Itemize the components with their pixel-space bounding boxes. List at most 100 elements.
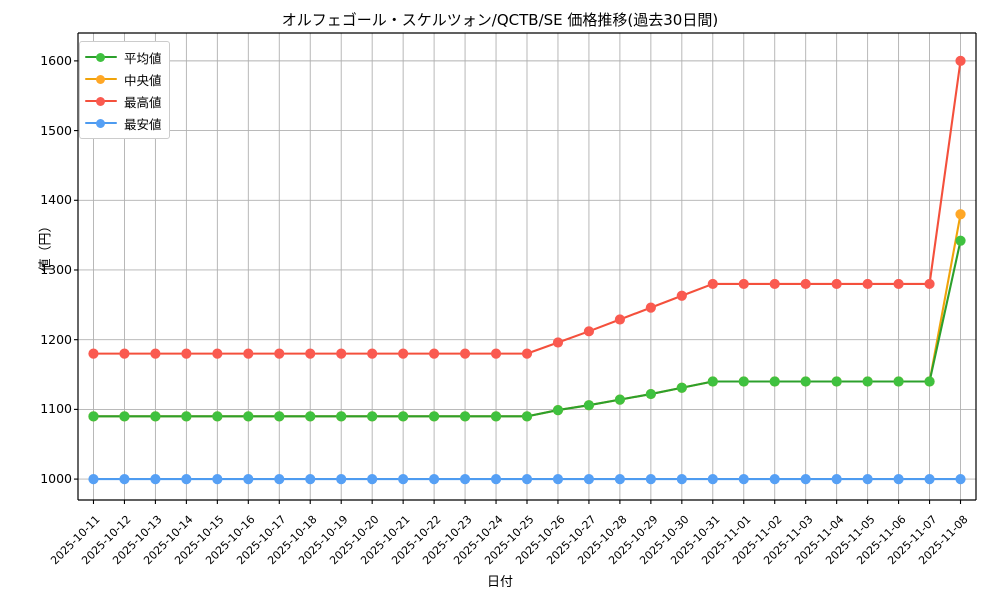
y-tick-label: 1100 bbox=[40, 401, 72, 417]
data-point bbox=[552, 404, 564, 416]
data-series-group bbox=[88, 55, 966, 485]
data-point bbox=[614, 314, 626, 325]
tick-marks bbox=[74, 60, 962, 504]
chart-title: オルフェゴール・スケルツォン/QCTB/SE 価格推移(過去30日間) bbox=[281, 11, 719, 29]
data-point bbox=[955, 235, 966, 246]
data-point bbox=[181, 411, 192, 422]
data-point bbox=[521, 411, 533, 422]
legend-item-2: 中央値 bbox=[85, 68, 162, 90]
data-point bbox=[893, 376, 904, 387]
series-line bbox=[88, 55, 966, 359]
data-point bbox=[552, 337, 564, 348]
data-point bbox=[614, 473, 626, 485]
data-point bbox=[831, 473, 842, 485]
data-point bbox=[243, 348, 254, 359]
data-point bbox=[552, 473, 564, 485]
legend-item-1: 平均値 bbox=[85, 46, 162, 68]
data-point bbox=[367, 473, 378, 485]
data-point bbox=[862, 376, 873, 387]
data-point bbox=[398, 348, 409, 359]
data-point bbox=[955, 55, 966, 66]
data-point bbox=[336, 348, 347, 359]
data-point bbox=[924, 278, 935, 290]
data-point bbox=[738, 473, 749, 485]
data-point bbox=[119, 411, 130, 422]
data-point bbox=[274, 348, 285, 359]
data-point bbox=[181, 348, 192, 359]
data-point bbox=[212, 348, 223, 359]
data-point bbox=[924, 473, 935, 485]
data-point bbox=[769, 278, 780, 290]
data-point bbox=[212, 411, 223, 422]
data-point bbox=[645, 473, 656, 485]
data-point bbox=[274, 411, 285, 422]
data-point bbox=[181, 473, 192, 485]
data-point bbox=[150, 473, 161, 485]
data-point bbox=[459, 473, 471, 485]
data-point bbox=[367, 411, 378, 422]
legend-label: 最安値 bbox=[124, 116, 162, 132]
data-point bbox=[707, 376, 718, 387]
y-tick-label: 1500 bbox=[40, 122, 72, 138]
y-tick-label: 1300 bbox=[40, 261, 72, 277]
data-point bbox=[862, 278, 873, 290]
y-tick-label: 1200 bbox=[40, 331, 72, 347]
legend-swatch-icon bbox=[85, 50, 117, 64]
legend-swatch-icon bbox=[85, 94, 117, 108]
data-point bbox=[645, 302, 656, 313]
data-point bbox=[490, 411, 502, 422]
data-point bbox=[893, 473, 904, 485]
data-point bbox=[707, 473, 718, 485]
data-point bbox=[831, 376, 842, 387]
data-point bbox=[305, 473, 316, 485]
data-point bbox=[336, 473, 347, 485]
data-point bbox=[800, 473, 811, 485]
data-point bbox=[614, 394, 626, 405]
chart-legend: 平均値中央値最高値最安値 bbox=[79, 41, 170, 139]
data-point bbox=[707, 278, 718, 290]
series-line bbox=[88, 235, 966, 422]
legend-swatch-icon bbox=[85, 72, 117, 86]
data-point bbox=[769, 376, 780, 387]
data-point bbox=[150, 348, 161, 359]
y-tick-label: 1400 bbox=[40, 192, 72, 208]
y-axis-label: 値（円） bbox=[38, 219, 54, 272]
data-point bbox=[583, 326, 595, 337]
y-tick-label: 1600 bbox=[40, 52, 72, 68]
x-axis-label: 日付 bbox=[486, 575, 513, 590]
data-point bbox=[336, 411, 347, 422]
data-point bbox=[274, 473, 285, 485]
data-point bbox=[119, 473, 130, 485]
data-point bbox=[305, 411, 316, 422]
data-point bbox=[119, 348, 130, 359]
data-point bbox=[88, 473, 99, 485]
data-point bbox=[800, 278, 811, 290]
data-point bbox=[490, 473, 502, 485]
legend-label: 最高値 bbox=[124, 94, 162, 110]
data-point bbox=[676, 473, 687, 485]
data-point bbox=[738, 278, 749, 290]
data-point bbox=[831, 278, 842, 290]
data-point bbox=[367, 348, 378, 359]
data-point bbox=[459, 348, 471, 359]
data-point bbox=[243, 411, 254, 422]
data-point bbox=[398, 473, 409, 485]
data-point bbox=[893, 278, 904, 290]
data-point bbox=[398, 411, 409, 422]
data-point bbox=[769, 473, 780, 485]
legend-label: 平均値 bbox=[124, 50, 162, 66]
data-point bbox=[243, 473, 254, 485]
data-point bbox=[676, 290, 687, 301]
data-point bbox=[429, 411, 440, 422]
legend-label: 中央値 bbox=[124, 72, 162, 88]
data-point bbox=[800, 376, 811, 387]
y-tick-label: 1000 bbox=[40, 471, 72, 487]
data-point bbox=[521, 348, 533, 359]
legend-item-4: 最安値 bbox=[85, 112, 162, 134]
data-point bbox=[521, 473, 533, 485]
data-point bbox=[459, 411, 471, 422]
data-point bbox=[583, 473, 595, 485]
data-point bbox=[88, 348, 99, 359]
